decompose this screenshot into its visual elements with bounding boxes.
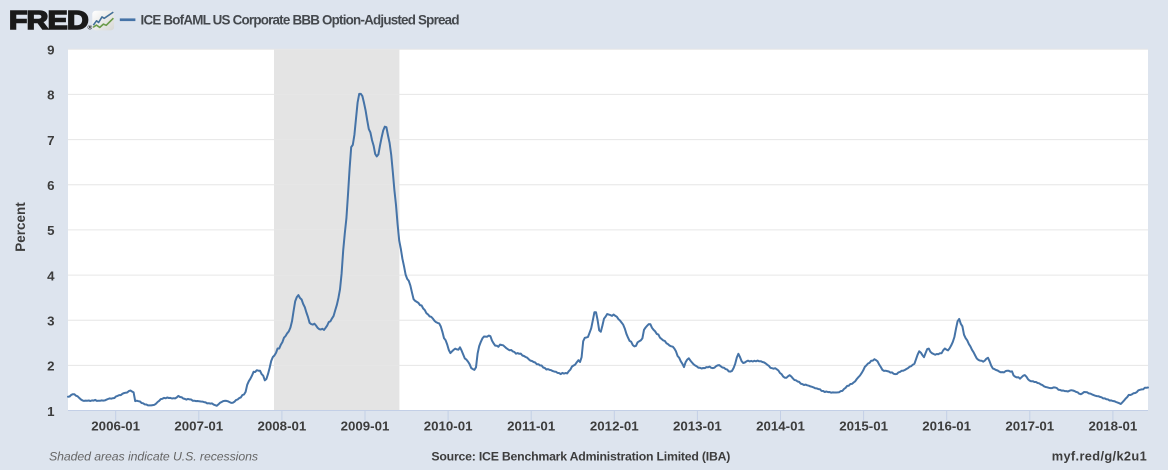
svg-text:2: 2 xyxy=(47,359,54,374)
svg-text:9: 9 xyxy=(47,43,54,58)
svg-text:myf.red/g/k2u1: myf.red/g/k2u1 xyxy=(1052,449,1147,464)
svg-text:2014-01: 2014-01 xyxy=(756,419,805,434)
svg-text:8: 8 xyxy=(47,88,54,103)
svg-text:2009-01: 2009-01 xyxy=(341,419,390,434)
svg-text:Source: ICE Benchmark Administ: Source: ICE Benchmark Administration Lim… xyxy=(431,450,730,464)
svg-text:ICE BofAML US Corporate BBB Op: ICE BofAML US Corporate BBB Option-Adjus… xyxy=(141,13,460,28)
svg-text:6: 6 xyxy=(47,178,54,193)
svg-text:2012-01: 2012-01 xyxy=(590,419,639,434)
svg-text:Percent: Percent xyxy=(13,202,28,252)
svg-text:2006-01: 2006-01 xyxy=(91,419,140,434)
svg-text:2017-01: 2017-01 xyxy=(1005,419,1054,434)
svg-text:2013-01: 2013-01 xyxy=(673,419,722,434)
svg-text:2018-01: 2018-01 xyxy=(1088,419,1137,434)
svg-text:Shaded areas indicate U.S. rec: Shaded areas indicate U.S. recessions xyxy=(49,450,258,464)
svg-text:3: 3 xyxy=(47,314,54,329)
svg-text:FRED: FRED xyxy=(9,6,88,34)
svg-text:2011-01: 2011-01 xyxy=(507,419,556,434)
svg-text:2010-01: 2010-01 xyxy=(424,419,473,434)
svg-text:2008-01: 2008-01 xyxy=(257,419,306,434)
svg-text:®: ® xyxy=(88,24,93,32)
svg-text:2007-01: 2007-01 xyxy=(174,419,223,434)
svg-text:7: 7 xyxy=(47,133,54,148)
svg-text:2015-01: 2015-01 xyxy=(839,419,888,434)
svg-text:4: 4 xyxy=(47,268,55,283)
svg-text:1: 1 xyxy=(47,404,55,419)
svg-text:5: 5 xyxy=(47,223,55,238)
svg-text:2016-01: 2016-01 xyxy=(922,419,971,434)
